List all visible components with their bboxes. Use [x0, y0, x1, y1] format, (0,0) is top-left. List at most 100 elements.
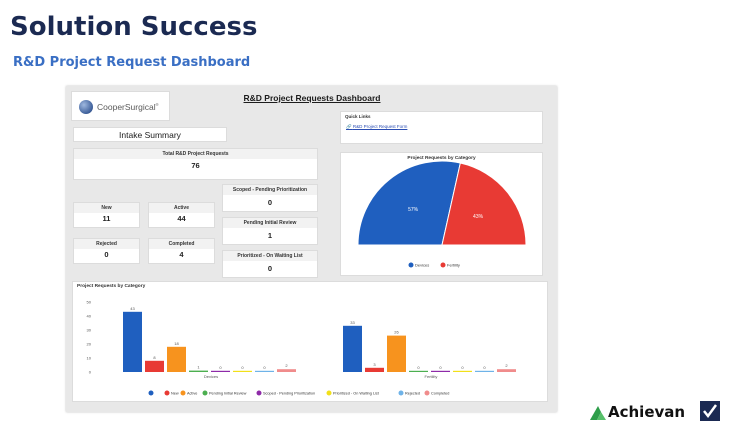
bar-legend-label: Completed	[431, 392, 449, 396]
link-icon: 🔗	[346, 124, 353, 129]
bar-legend-marker	[256, 390, 262, 396]
kpi-rejected-value: 0	[104, 250, 109, 259]
bar-devices-4	[211, 370, 230, 372]
bar-data-label: 0	[241, 365, 244, 370]
bar-fertility-1	[365, 367, 384, 372]
kpi-completed-label: Completed	[149, 239, 214, 249]
y-tick-label: 20	[87, 342, 92, 347]
bar-data-label: 1	[197, 365, 200, 370]
bar-legend-marker	[164, 390, 170, 396]
bar-fertility-3	[409, 370, 428, 372]
bar-legend-label: Pending Initial Review	[209, 392, 247, 396]
kpi-prioritized-card: Prioritized - On Waiting List 0	[222, 250, 318, 278]
bar-devices-1	[145, 360, 164, 372]
kpi-active-value: 44	[177, 214, 186, 223]
dashboard-screenshot: CooperSurgical® R&D Project Requests Das…	[66, 86, 557, 412]
quick-links-title: Quick Links	[345, 114, 371, 119]
intake-summary-header: Intake Summary	[73, 127, 227, 142]
pie-chart-panel: Project Requests by Category 57% 43% Devic…	[340, 152, 543, 276]
pie-legend-label: Devices	[415, 263, 429, 268]
bar-legend-label: Scoped - Pending Prioritization	[263, 392, 315, 396]
kpi-active-card: Active 44	[148, 202, 215, 228]
achievan-checkmark-icon	[700, 401, 720, 421]
pie-slice-devices	[357, 160, 461, 246]
kpi-scoped-card: Scoped - Pending Prioritization 0	[222, 184, 318, 212]
bar-legend-marker	[202, 390, 208, 396]
bar-legend-label: Active	[187, 392, 197, 396]
bar-chart-title: Project Requests by Category	[77, 284, 146, 289]
kpi-completed-card: Completed 4	[148, 238, 215, 264]
y-tick-label: 30	[87, 328, 92, 333]
project-request-form-link[interactable]: 🔗 R&D Project Request Form	[346, 124, 407, 130]
kpi-completed-value: 4	[179, 250, 184, 259]
kpi-scoped-value: 0	[267, 198, 273, 207]
kpi-total-value: 76	[191, 161, 200, 170]
bar-fertility-0	[343, 325, 362, 372]
y-tick-label: 10	[87, 356, 92, 361]
bar-data-label: 43	[130, 306, 135, 311]
bar-data-label: 0	[263, 365, 266, 370]
bar-legend-marker	[398, 390, 404, 396]
kpi-scoped-label: Scoped - Pending Prioritization	[223, 185, 317, 195]
bar-legend-label: Prioritized - On Waiting List	[333, 392, 380, 396]
bar-data-label: 0	[219, 365, 222, 370]
bar-devices-7	[277, 369, 296, 372]
pie-slice-fertility	[441, 162, 527, 246]
bar-data-label: 8	[153, 355, 156, 360]
logo-globe-icon	[79, 100, 93, 114]
bar-legend-marker	[424, 390, 430, 396]
kpi-rejected-label: Rejected	[74, 239, 139, 249]
bar-fertility-4	[431, 370, 450, 372]
bar-legend-label: New	[171, 392, 179, 396]
kpi-rejected-card: Rejected 0	[73, 238, 140, 264]
logo-text: CooperSurgical	[97, 102, 156, 112]
kpi-new-label: New	[74, 203, 139, 213]
pie-legend-marker	[440, 262, 446, 268]
pie-chart-title: Project Requests by Category	[407, 156, 476, 161]
intake-summary-title: Intake Summary	[119, 130, 181, 140]
pie-legend-marker	[408, 262, 414, 268]
bar-data-label: 18	[174, 341, 179, 346]
bar-fertility-2	[387, 335, 406, 372]
logo-registered-mark: ®	[155, 102, 159, 108]
bar-devices-5	[233, 370, 252, 372]
bar-data-label: 3	[373, 362, 376, 367]
bar-data-label: 0	[461, 365, 464, 370]
x-category-label: Fertility	[425, 374, 438, 379]
bar-fertility-7	[497, 369, 516, 372]
bar-chart-panel: Project Requests by Category 0 10 20 30 40 50…	[72, 281, 548, 402]
bar-devices-6	[255, 370, 274, 372]
kpi-new-card: New 11	[73, 202, 140, 228]
achievan-logo-icon	[590, 406, 606, 420]
pie-chart: 57% 43% Devices Fertility	[357, 160, 527, 268]
slide-title: Solution Success	[10, 12, 258, 42]
bar-legend-label: Rejected	[405, 392, 420, 396]
y-tick-label: 0	[89, 370, 92, 375]
bar-data-label: 33	[350, 320, 355, 325]
kpi-pending-value: 1	[267, 231, 273, 240]
kpi-pending-label: Pending Initial Review	[223, 218, 317, 228]
bar-legend-marker	[326, 390, 332, 396]
quick-links-panel: Quick Links 🔗 R&D Project Request Form	[340, 111, 543, 144]
bar-devices-2	[167, 346, 186, 372]
kpi-pending-card: Pending Initial Review 1	[222, 217, 318, 245]
kpi-new-value: 11	[102, 214, 111, 223]
bar-legend-marker	[148, 390, 154, 396]
achievan-brand-name: Achievan	[608, 403, 686, 421]
bar-legend-marker	[180, 390, 186, 396]
bar-data-label: 0	[417, 365, 420, 370]
dashboard-title: R&D Project Requests Dashboard	[243, 93, 381, 103]
kpi-prioritized-value: 0	[267, 264, 273, 273]
kpi-active-label: Active	[149, 203, 214, 213]
bar-data-label: 0	[483, 365, 486, 370]
bar-fertility-6	[475, 370, 494, 372]
kpi-prioritized-label: Prioritized - On Waiting List	[223, 251, 317, 261]
bar-devices-3	[189, 370, 208, 372]
y-tick-label: 50	[87, 300, 92, 305]
pie-legend-label: Fertility	[447, 263, 460, 268]
kpi-total-card: Total R&D Project Requests 76	[73, 148, 318, 180]
kpi-total-label: Total R&D Project Requests	[74, 149, 317, 159]
y-tick-label: 40	[87, 314, 92, 319]
bar-data-label: 2	[505, 363, 508, 368]
